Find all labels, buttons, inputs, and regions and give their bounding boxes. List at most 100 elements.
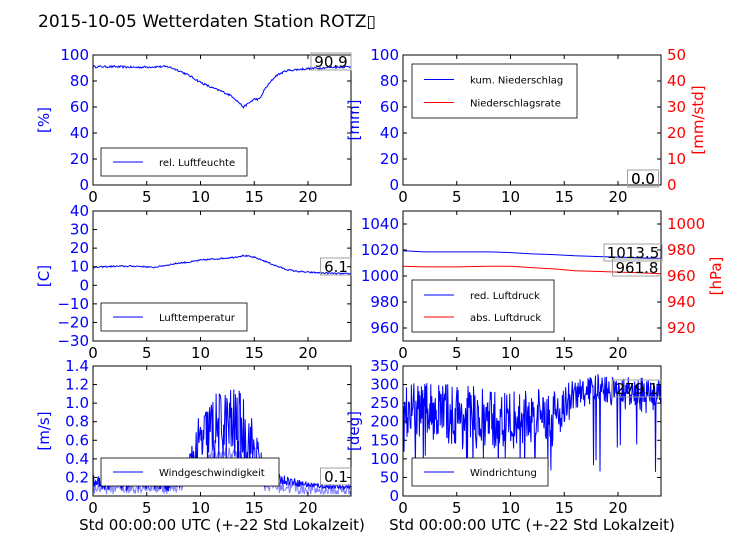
x-tick-label: 15 — [555, 499, 574, 517]
y-tick-label: 50 — [380, 468, 399, 486]
series-line — [403, 250, 661, 259]
x-tick-label: 20 — [608, 344, 627, 362]
x-tick-label: 10 — [191, 499, 210, 517]
y-axis-label: [deg] — [345, 411, 363, 451]
y-tick-label: 100 — [370, 450, 399, 468]
y-right-tick-label: 50 — [667, 46, 686, 64]
y-right-axis-label: [mm/std] — [689, 85, 707, 154]
y-tick-label: 100 — [60, 46, 89, 64]
legend-entry: Lufttemperatur — [159, 313, 236, 324]
x-tick-label: 15 — [245, 499, 264, 517]
x-axis-label: Std 00:00:00 UTC (+-22 Std Lokalzeit) — [389, 516, 675, 534]
x-tick-label: 15 — [555, 344, 574, 362]
y-tick-label: 1000 — [361, 267, 399, 285]
y-tick-label: 250 — [370, 394, 399, 412]
y-tick-label: 200 — [370, 413, 399, 431]
x-tick-label: 20 — [608, 188, 627, 206]
x-axis-label: Std 00:00:00 UTC (+-22 Std Lokalzeit) — [79, 516, 365, 534]
value-annotation: 0.0 — [631, 170, 655, 188]
y-tick-label: 40 — [380, 124, 399, 142]
y-right-tick-label: 10 — [667, 150, 686, 168]
chart-panel-pressure: 0 5 10 15 20 960 980 1000 1020 1040 920 940 960 980 10… — [361, 210, 725, 362]
y-tick-label: 40 — [70, 202, 89, 220]
x-tick-label: 15 — [245, 188, 264, 206]
y-tick-label: 0.4 — [65, 450, 89, 468]
legend-entry: rel. Luftfeuchte — [159, 158, 235, 169]
y-tick-label: 60 — [380, 98, 399, 116]
value-box — [612, 258, 662, 277]
y-axis-label: [C] — [35, 265, 53, 287]
y-right-tick-label: 980 — [667, 241, 696, 259]
axes-frame — [92, 210, 352, 342]
y-tick-label: 20 — [70, 239, 89, 257]
value-box — [320, 257, 352, 276]
value-box — [627, 169, 659, 188]
y-tick-label: 0 — [389, 176, 399, 194]
legend-entry: abs. Luftdruck — [470, 313, 541, 324]
axes-frame — [402, 365, 662, 497]
y-right-tick-label: 940 — [667, 293, 696, 311]
y-tick-label: 80 — [70, 72, 89, 90]
value-box — [310, 52, 352, 71]
axes-frame — [402, 54, 662, 186]
y-tick-label: 0 — [389, 487, 399, 505]
axes-frame — [92, 54, 352, 186]
y-tick-label: 30 — [70, 221, 89, 239]
y-tick-label: 350 — [370, 357, 399, 375]
value-annotation: 961.8 — [616, 259, 659, 277]
y-tick-label: 980 — [370, 293, 399, 311]
y-right-tick-label: 1000 — [667, 215, 705, 233]
value-annotation: 90.9 — [314, 53, 347, 71]
x-tick-label: 5 — [452, 344, 462, 362]
y-tick-label: 10 — [70, 258, 89, 276]
y-tick-label: 1.2 — [65, 376, 89, 394]
y-tick-label: 20 — [70, 150, 89, 168]
y-tick-label: −20 — [57, 313, 89, 331]
y-right-tick-label: 0 — [667, 176, 677, 194]
x-tick-label: 5 — [452, 188, 462, 206]
x-tick-label: 15 — [555, 188, 574, 206]
x-tick-label: 5 — [452, 499, 462, 517]
x-tick-label: 5 — [142, 499, 152, 517]
x-tick-label: 20 — [298, 499, 317, 517]
legend-entry: Windgeschwindigkeit — [159, 468, 265, 479]
series-line-gust — [93, 447, 351, 496]
value-box — [612, 379, 662, 398]
axes-frame — [92, 365, 352, 497]
legend-entry: Niederschlagsrate — [470, 99, 561, 110]
y-tick-label: 960 — [370, 319, 399, 337]
y-tick-label: 0.8 — [65, 413, 89, 431]
y-axis-label: [%] — [35, 107, 53, 133]
y-tick-label: 0 — [79, 176, 89, 194]
y-tick-label: 80 — [380, 72, 399, 90]
x-tick-label: 10 — [191, 188, 210, 206]
series-line — [93, 254, 351, 276]
value-annotation: 6.1 — [324, 258, 348, 276]
x-tick-label: 0 — [398, 499, 408, 517]
series-line — [403, 373, 661, 473]
y-tick-label: 60 — [70, 98, 89, 116]
legend-box — [411, 63, 578, 119]
legend-box — [411, 279, 555, 333]
y-tick-label: 1.4 — [65, 357, 89, 375]
chart-panel-wind_speed: 0 5 10 15 20 0.00.20.40.60.81.01.21.4 [m/s] Std… — [35, 357, 365, 534]
legend-entry: Windrichtung — [470, 468, 537, 479]
y-tick-label: 0.0 — [65, 487, 89, 505]
y-tick-label: 20 — [380, 150, 399, 168]
x-tick-label: 20 — [298, 188, 317, 206]
y-tick-label: 0 — [79, 276, 89, 294]
value-annotation: 0.1 — [324, 468, 348, 486]
y-tick-label: 1040 — [361, 215, 399, 233]
y-tick-label: 1.0 — [65, 394, 89, 412]
x-tick-label: 10 — [191, 344, 210, 362]
y-right-tick-label: 920 — [667, 319, 696, 337]
x-tick-label: 5 — [142, 344, 152, 362]
y-tick-label: 1020 — [361, 241, 399, 259]
y-right-tick-label: 960 — [667, 267, 696, 285]
y-tick-label: 300 — [370, 376, 399, 394]
legend-entry: red. Luftdruck — [470, 291, 540, 302]
y-tick-label: 150 — [370, 431, 399, 449]
value-box — [320, 467, 352, 486]
chart-panel-temperature: 0 5 10 15 20−30−20−10010203040[C]Lufttempera… — [35, 202, 352, 362]
